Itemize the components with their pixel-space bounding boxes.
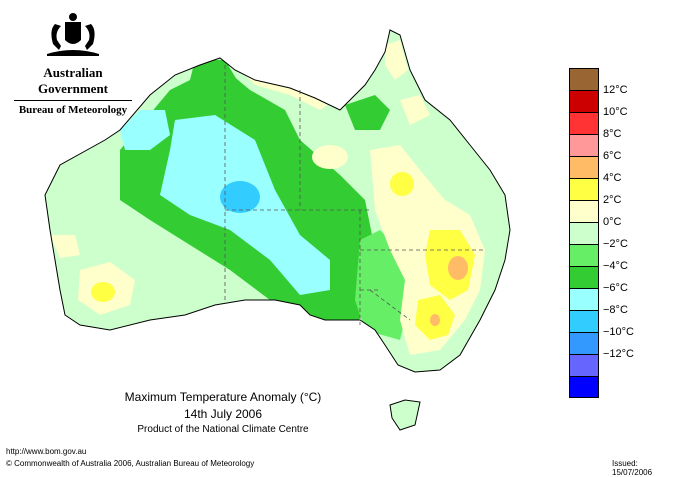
government-name: Australian Government — [37, 65, 109, 96]
legend-tick-label: −10°C — [603, 326, 635, 338]
color-legend — [569, 68, 599, 398]
legend-swatch — [569, 134, 599, 156]
australia-coastline — [44, 29, 511, 373]
legend-swatch — [569, 376, 599, 398]
tasmania — [389, 399, 421, 431]
footer-copyright: © Commonwealth of Australia 2006, Austra… — [6, 459, 255, 468]
legend-swatch — [569, 112, 599, 134]
legend-swatch — [569, 156, 599, 178]
state-boundaries — [224, 65, 485, 325]
map-credit: Product of the National Climate Centre — [137, 424, 309, 435]
legend-swatch — [569, 200, 599, 222]
legend-swatch — [569, 354, 599, 376]
legend-swatch — [569, 178, 599, 200]
footer-issued: Issued: 15/07/2006 — [612, 459, 653, 477]
legend-swatch — [569, 222, 599, 244]
bureau-name: Bureau of Meteorology — [18, 104, 128, 116]
legend-tick-label: −2°C — [603, 238, 628, 250]
legend-tick-label: 4°C — [603, 172, 622, 184]
legend-swatch — [569, 266, 599, 288]
legend-swatch — [569, 310, 599, 332]
legend-swatch — [569, 288, 599, 310]
legend-tick-label: −6°C — [603, 282, 628, 294]
legend-swatch — [569, 244, 599, 266]
temperature-anomaly-map — [44, 29, 511, 431]
map-title: Maximum Temperature Anomaly (°C) — [124, 390, 322, 404]
legend-tick-label: −4°C — [603, 260, 628, 272]
legend-swatch — [569, 68, 599, 90]
legend-swatch — [569, 332, 599, 354]
map-date: 14th July 2006 — [183, 407, 263, 421]
legend-tick-label: −8°C — [603, 304, 628, 316]
legend-tick-label: 0°C — [603, 216, 622, 228]
legend-tick-label: 10°C — [603, 106, 628, 118]
legend-swatch — [569, 90, 599, 112]
legend-tick-label: 6°C — [603, 150, 622, 162]
coat-of-arms-icon — [47, 13, 99, 56]
legend-tick-label: 2°C — [603, 194, 622, 206]
legend-tick-label: 12°C — [603, 84, 628, 96]
legend-tick-label: −12°C — [603, 348, 635, 360]
legend-tick-label: 8°C — [603, 128, 622, 140]
government-logo: Australian Government Bureau of Meteorol… — [8, 10, 138, 116]
footer-url: http://www.bom.gov.au — [6, 447, 87, 456]
